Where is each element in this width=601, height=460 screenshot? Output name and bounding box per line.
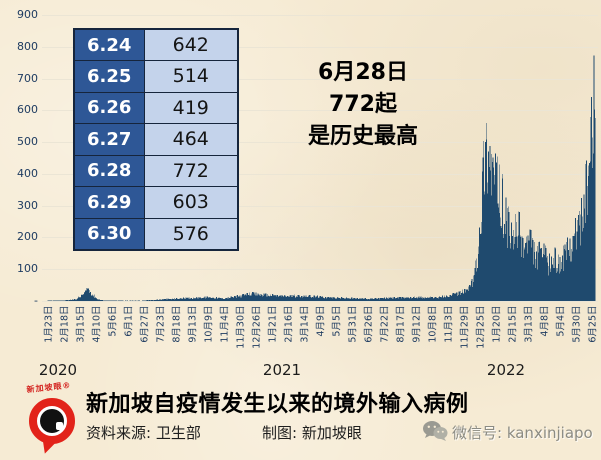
- gridline: [42, 46, 598, 48]
- gridline: [42, 142, 598, 144]
- eye-icon: [29, 398, 75, 444]
- x-tick-label: 1月21日: [267, 305, 278, 343]
- gridline: [42, 269, 598, 271]
- date-cell: 6.28: [73, 154, 145, 187]
- x-tick-label: 5月30日: [571, 305, 582, 343]
- x-tick-label: 3月13日: [523, 305, 534, 343]
- x-tick-label: 5月31日: [347, 305, 358, 343]
- y-axis-tick-label: 200: [17, 230, 38, 244]
- x-tick-label: 10月8日: [427, 305, 438, 343]
- x-tick-label: 6月27日: [139, 305, 150, 343]
- y-axis-tick-label: 400: [17, 166, 38, 180]
- chart-title: 新加坡自疫情发生以来的境外输入病例: [86, 392, 469, 417]
- table-row: 6.24 642: [73, 28, 239, 61]
- table-row: 6.26 419: [73, 91, 239, 124]
- x-tick-label: 6月26日: [363, 305, 374, 343]
- table-row: 6.25 514: [73, 60, 239, 93]
- x-tick-label: 4月8日: [539, 305, 550, 337]
- value-cell: 419: [143, 91, 239, 124]
- x-tick-label: 1月23日: [43, 305, 54, 343]
- x-tick-label: 2月15日: [507, 305, 518, 343]
- x-tick-label: 3月14日: [299, 305, 310, 343]
- y-axis-tick-label: 800: [17, 39, 38, 53]
- y-axis-tick-label: 900: [17, 8, 38, 21]
- x-tick-label: 5月4日: [555, 305, 566, 337]
- y-axis-tick-label: -: [34, 294, 38, 307]
- gridline: [42, 173, 598, 175]
- x-tick-label: 2月18日: [59, 305, 70, 343]
- logo-text: 新加坡眼®: [26, 380, 72, 395]
- x-tick-label: 3月15日: [75, 305, 86, 343]
- value-cell: 576: [143, 217, 239, 250]
- y-axis-tick-label: 700: [17, 71, 38, 85]
- gridline: [42, 110, 598, 112]
- x-tick-label: 7月22日: [379, 305, 390, 343]
- brand-logo: 新加坡眼®: [18, 380, 80, 456]
- wechat-icon: [423, 421, 448, 441]
- x-tick-label: 12月25日: [475, 305, 486, 349]
- value-cell: 603: [143, 186, 239, 219]
- date-cell: 6.29: [73, 186, 145, 219]
- y-axis-tick-label: 300: [17, 198, 38, 212]
- x-tick-label: 11月4日: [219, 305, 230, 343]
- x-tick-label: 11月30日: [235, 305, 246, 349]
- x-tick-label: 5月6日: [107, 305, 118, 337]
- x-tick-label: 8月18日: [171, 305, 182, 343]
- table-row: 6.27 464: [73, 123, 239, 156]
- date-cell: 6.25: [73, 60, 145, 93]
- gridline: [42, 15, 598, 16]
- recent-cases-table: 6.24 642 6.25 514 6.26 419 6.27 464 6.28 772 6.29 6…: [73, 28, 239, 251]
- peak-annotation: 6月28日 772起 是历史最高: [283, 57, 443, 153]
- y-axis-tick-label: 500: [17, 135, 38, 149]
- date-cell: 6.26: [73, 91, 145, 124]
- x-tick-label: 9月13日: [187, 305, 198, 343]
- speech-tail: [38, 438, 56, 456]
- year-label: 2022: [486, 361, 526, 379]
- gridline: [42, 78, 598, 80]
- x-tick-label: 7月23日: [155, 305, 166, 343]
- value-cell: 514: [143, 60, 239, 93]
- x-tick-label: 11月29日: [459, 305, 470, 349]
- date-cell: 6.27: [73, 123, 145, 156]
- annotation-line: 是历史最高: [307, 124, 418, 149]
- x-tick-label: 4月10日: [91, 305, 102, 343]
- y-axis-tick-label: 600: [17, 103, 38, 117]
- date-cell: 6.30: [73, 217, 145, 250]
- x-tick-label: 2月16日: [283, 305, 294, 343]
- year-label: 2021: [262, 361, 302, 379]
- value-cell: 642: [143, 28, 239, 61]
- year-label: 2020: [38, 361, 78, 379]
- table-row: 6.29 603: [73, 186, 239, 219]
- x-tick-label: 8月17日: [395, 305, 406, 343]
- value-cell: 464: [143, 123, 239, 156]
- wechat-id-label: 微信号: kanxinjiapo: [452, 424, 593, 442]
- value-cell: 772: [143, 154, 239, 187]
- y-axis-tick-label: 100: [17, 262, 38, 276]
- table-row: 6.30 576: [73, 217, 239, 250]
- x-tick-label: 4月9日: [315, 305, 326, 337]
- x-tick-label: 5月5日: [331, 305, 342, 337]
- x-tick-label: 1月20日: [491, 305, 502, 343]
- source-label: 资料来源: 卫生部: [86, 424, 201, 442]
- date-cell: 6.24: [73, 28, 145, 61]
- table-row: 6.28 772: [73, 154, 239, 187]
- x-tick-label: 12月26日: [251, 305, 262, 349]
- x-tick-label: 6月25日: [587, 305, 598, 343]
- x-tick-label: 10月9日: [203, 305, 214, 343]
- bars-svg: [47, 55, 596, 301]
- footer: 新加坡眼® 新加坡自疫情发生以来的境外输入病例 资料来源: 卫生部 制图: 新加…: [0, 380, 601, 460]
- gridline: [42, 237, 598, 239]
- x-tick-label: 9月12日: [411, 305, 422, 343]
- x-tick-label: 11月3日: [443, 305, 454, 343]
- credit-label: 制图: 新加坡眼: [262, 424, 362, 442]
- gridline: [42, 301, 598, 302]
- annotation-line: 6月28日: [318, 60, 408, 85]
- x-tick-label: 6月1日: [123, 305, 134, 337]
- annotation-line: 772起: [329, 92, 397, 117]
- gridline: [42, 205, 598, 207]
